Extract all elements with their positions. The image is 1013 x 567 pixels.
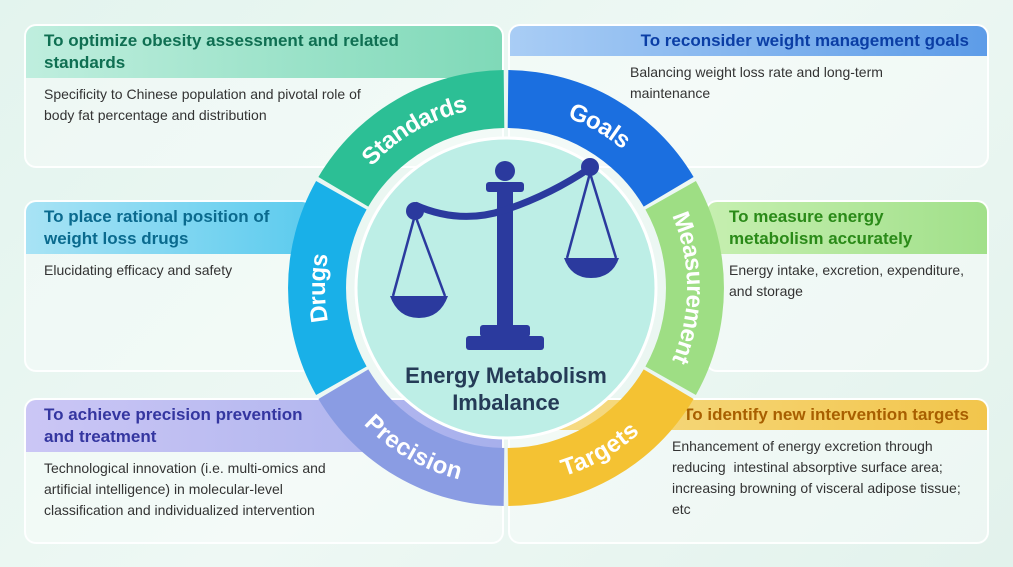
panel-body: Specificity to Chinese population and pi… (44, 86, 365, 123)
segment-label: Drugs (303, 251, 333, 324)
panel-body: Balancing weight loss rate and long-term… (630, 64, 887, 101)
panel-body: Elucidating efficacy and safety (44, 262, 233, 278)
ring-segment (288, 181, 367, 395)
center-title: Imbalance (452, 390, 560, 415)
scale-icon (390, 158, 619, 350)
panel-body: Technological innovation (i.e. multi-omi… (44, 460, 330, 518)
panel-title: To place rational position of weight los… (26, 202, 312, 254)
ring-segment (507, 70, 694, 207)
ring-segment (318, 369, 505, 506)
panel-title: To measure energy metabolism accurately (707, 202, 987, 254)
panel: To place rational position of weight los… (24, 200, 314, 372)
ring-segment (645, 181, 724, 395)
panel: To measure energy metabolism accurately E… (705, 200, 989, 372)
segment-label-text: Drugs (303, 251, 333, 324)
ring-segment (507, 369, 694, 506)
ring-segment (318, 70, 505, 207)
panel-body: Energy intake, excretion, expenditure, a… (729, 262, 968, 299)
panel-body: Enhancement of energy excretion through … (672, 438, 965, 517)
center-title: Energy Metabolism (405, 363, 607, 388)
panel-title: To reconsider weight management goals (510, 26, 987, 56)
panel-title: To optimize obesity assessment and relat… (26, 26, 502, 78)
